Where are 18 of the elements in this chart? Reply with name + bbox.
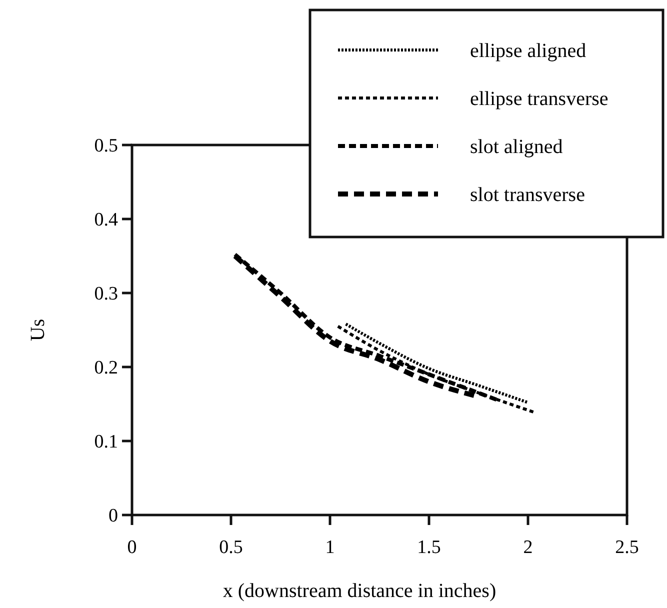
x-tick-label: 0 bbox=[127, 537, 137, 558]
y-tick-label: 0.2 bbox=[94, 358, 118, 379]
x-axis-title: x (downstream distance in inches) bbox=[222, 580, 496, 602]
y-tick-label: 0 bbox=[108, 506, 118, 527]
y-tick-label: 0.3 bbox=[94, 284, 118, 305]
y-tick-label: 0.4 bbox=[94, 210, 118, 231]
x-tick-label: 2.5 bbox=[615, 537, 639, 558]
x-tick-label: 0.5 bbox=[219, 537, 243, 558]
y-axis-title: Us bbox=[27, 318, 49, 342]
x-tick-label: 1.5 bbox=[417, 537, 441, 558]
y-tick-label: 0.5 bbox=[94, 136, 118, 157]
x-tick-label: 1 bbox=[325, 537, 335, 558]
legend-label: ellipse transverse bbox=[470, 88, 608, 110]
legend-label: slot transverse bbox=[470, 184, 586, 206]
y-tick-label: 0.1 bbox=[94, 432, 118, 453]
legend-label: ellipse aligned bbox=[470, 40, 586, 62]
x-tick-label: 2 bbox=[523, 537, 533, 558]
legend-label: slot aligned bbox=[470, 136, 563, 158]
